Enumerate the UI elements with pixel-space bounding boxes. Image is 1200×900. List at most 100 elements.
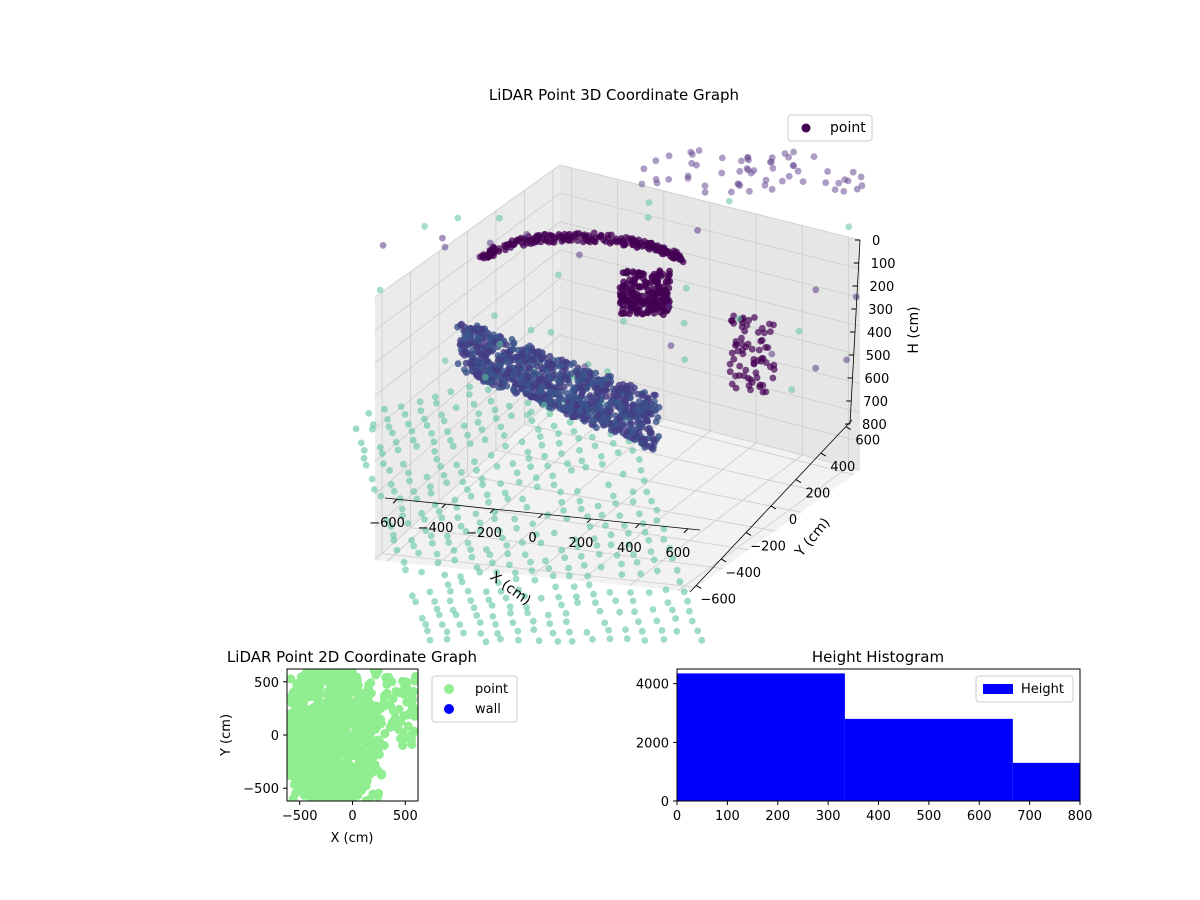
scatter-3d-point — [503, 358, 510, 366]
scatter-3d-point — [503, 382, 511, 390]
scatter-3d-point — [483, 546, 490, 553]
grid-back-z — [559, 192, 861, 270]
scatter-3d-point — [526, 342, 534, 350]
scatter-3d-point — [574, 488, 581, 495]
scatter-3d-point — [560, 507, 567, 514]
scatter-3d-point — [418, 568, 425, 576]
scatter-3d-point — [758, 324, 766, 332]
scatter-3d-point — [660, 536, 668, 543]
scatter-3d-point — [499, 534, 506, 542]
scatter-3d-point — [502, 442, 509, 450]
scatter-3d-point — [400, 558, 408, 566]
scatter-3d-point — [618, 571, 626, 578]
scatter-3d-point — [755, 346, 763, 354]
scatter-3d-point — [577, 553, 585, 560]
scatter-3d-point — [629, 447, 636, 454]
scatter-3d-point — [524, 448, 532, 456]
scatter-3d-point — [581, 401, 589, 409]
scatter-3d-point — [574, 543, 582, 551]
scatter-2d-point — [391, 686, 401, 696]
scatter-3d-point — [525, 373, 532, 381]
scatter-3d-point — [758, 336, 766, 344]
scatter-3d-point — [521, 551, 529, 559]
scatter-3d-point — [626, 403, 634, 411]
scatter-3d-point — [552, 384, 560, 391]
scatter-3d-point — [443, 479, 450, 486]
scatter-2d-point — [325, 746, 335, 755]
grid-back-z — [559, 334, 861, 413]
scatter-3d-point — [529, 520, 537, 528]
scatter-3d-point — [684, 172, 692, 180]
scatter-3d-point — [746, 187, 753, 195]
scatter-3d-point — [770, 366, 778, 373]
scatter-3d-point — [500, 432, 508, 439]
scatter-3d-point — [523, 503, 531, 511]
scatter-3d-point — [650, 397, 658, 405]
scatter-3d-point — [512, 353, 520, 361]
scatter-3d-point — [579, 238, 587, 246]
histogram-bar — [677, 673, 845, 801]
scatter-3d-point — [445, 539, 453, 546]
scatter-3d-point — [477, 630, 485, 637]
scatter-3d-point — [537, 238, 545, 246]
legend-3d-label: point — [830, 120, 866, 136]
scatter-3d-point — [642, 440, 649, 448]
chart-3d: LiDAR Point 3D Coordinate Graph −600 −400… — [352, 86, 922, 646]
x-axis-3d: −600 −400 −200 0 200 400 600 — [369, 497, 701, 561]
scatter-3d-point — [635, 292, 643, 300]
scatter-3d-point — [533, 483, 541, 491]
scatter-3d-point — [726, 368, 734, 376]
scatter-3d-point — [496, 340, 503, 348]
scatter-3d-point — [822, 179, 830, 187]
scatter-3d-point — [555, 439, 563, 447]
scatter-3d-point — [510, 385, 517, 393]
scatter-3d-point — [513, 237, 520, 245]
scatter-3d-point — [506, 561, 513, 569]
scatter-3d-point — [522, 236, 530, 244]
scatter-3d-point — [673, 566, 681, 574]
scatter-3d-point — [631, 608, 638, 616]
scatter-3d-point — [769, 164, 777, 172]
histogram-legend-label: Height — [1021, 682, 1064, 697]
scatter-2d-point — [294, 744, 304, 754]
scatter-3d-point — [416, 398, 424, 406]
scatter-3d-point — [473, 466, 480, 474]
scatter-3d-point — [511, 515, 518, 523]
scatter-3d-point — [426, 636, 434, 644]
scatter-3d-point — [688, 617, 696, 625]
scatter-3d-point — [482, 588, 490, 596]
y-axis-3d-tick-label: 0 — [789, 513, 797, 528]
x-axis-3d-tick-label: 0 — [528, 531, 536, 546]
scatter-3d-point — [545, 238, 553, 246]
scatter-3d-point — [527, 326, 535, 334]
scatter-3d-point — [507, 609, 514, 617]
scatter-3d-point — [665, 152, 673, 160]
scatter-3d-point — [508, 412, 515, 420]
scatter-3d-point — [629, 410, 636, 418]
scatter-3d-point — [452, 404, 460, 411]
legend-2d: point wall — [431, 675, 518, 723]
scatter-2d-point — [300, 710, 310, 720]
scatter-3d-point — [379, 242, 387, 249]
scatter-3d-point — [745, 316, 753, 324]
scatter-3d-point — [433, 605, 441, 613]
scatter-3d-point — [646, 245, 653, 253]
scatter-3d-point — [645, 537, 653, 544]
scatter-3d-point — [441, 357, 449, 364]
scatter-3d-point — [545, 394, 552, 402]
scatter-2d-point — [366, 729, 376, 738]
scatter-3d-point — [590, 229, 598, 237]
histogram-x-tick-label: 700 — [1017, 809, 1042, 824]
grid-floor-y — [382, 553, 697, 588]
scatter-3d-point — [491, 515, 498, 523]
scatter-3d-point — [488, 602, 496, 609]
scatter-3d-point — [653, 179, 661, 187]
scatter-3d-point — [660, 636, 668, 643]
scatter-3d-point — [485, 498, 492, 506]
scatter-3d-point — [491, 245, 498, 252]
scatter-3d-point — [523, 604, 530, 611]
scatter-3d-point — [555, 593, 563, 601]
scatter-3d-point — [457, 522, 465, 530]
scatter-3d-point — [728, 188, 735, 196]
